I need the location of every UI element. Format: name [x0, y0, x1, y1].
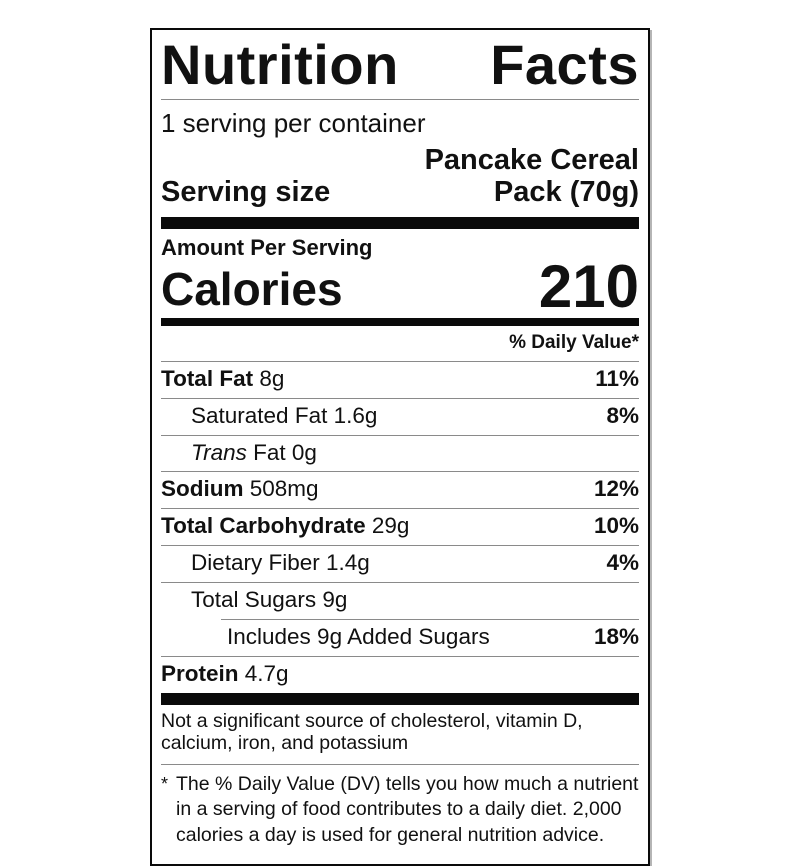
nutrient-name: Trans Fat 0g [161, 440, 629, 466]
servings-per-container: 1 serving per container [161, 107, 426, 138]
serving-size-value: Pancake Cereal Pack (70g) [424, 143, 639, 208]
nutrient-daily-value: 18% [593, 624, 639, 650]
nutrient-name-segment: Dietary Fiber 1.4g [191, 550, 370, 576]
footnote-text: The % Daily Value (DV) tells you how muc… [176, 772, 639, 846]
nutrient-name-segment: Total Fat [161, 365, 254, 391]
nutrient-name: Protein 4.7g [161, 661, 629, 687]
calories-value: 210 [538, 252, 639, 320]
label-title-word: Facts [490, 33, 639, 96]
serving-size-row: Serving size Pancake Cereal Pack (70g) [161, 141, 639, 217]
nutrient-row: Protein 4.7g [161, 656, 639, 693]
nutrient-name-segment: Trans [191, 439, 247, 465]
nutrient-name: Dietary Fiber 1.4g [161, 550, 596, 576]
nutrient-name: Total Fat 8g [161, 366, 585, 392]
serving-size-label: Serving size [161, 175, 331, 208]
calories-label: Calories [161, 262, 343, 315]
nutrient-name-segment: Protein [161, 661, 239, 687]
nutrient-name-segment: Saturated Fat 1.6g [191, 402, 378, 428]
nutrient-row: Total Sugars 9g [161, 582, 639, 619]
label-title: Nutrition Facts [161, 34, 639, 100]
nutrient-name-segment: 4.7g [238, 661, 289, 687]
nutrient-name: Total Sugars 9g [161, 587, 629, 613]
nutrient-daily-value: 8% [606, 402, 639, 428]
nutrient-name-segment: 508mg [243, 476, 319, 502]
label-title-word: Nutrition [161, 33, 399, 96]
nutrient-daily-value: 11% [595, 365, 639, 391]
divider-bar-thick-top [161, 216, 639, 229]
nutrient-name: Sodium 508mg [161, 476, 584, 502]
nutrient-row: Trans Fat 0g [161, 434, 639, 472]
amount-per-serving-label: Amount Per Serving [161, 234, 373, 260]
not-significant-note: Not a significant source of cholesterol,… [161, 705, 639, 765]
nutrient-name-segment: Fat 0g [246, 439, 317, 465]
footnote-asterisk: * [161, 773, 169, 794]
nutrient-name-segment: 29g [365, 513, 410, 539]
nutrient-rows: Total Fat 8g 11% Saturated Fat 1.6g 8% T… [161, 360, 639, 694]
nutrient-name-segment: Total Sugars 9g [191, 587, 348, 613]
nutrient-name-segment: 8g [253, 365, 285, 391]
nutrient-row: Sodium 508mg 12% [161, 471, 639, 508]
nutrient-name-segment: Sodium [161, 476, 244, 502]
daily-value-footnote: * The % Daily Value (DV) tells you how m… [161, 765, 639, 850]
nutrient-daily-value: 4% [606, 550, 639, 576]
divider-bar-thick-bottom [161, 693, 639, 706]
nutrient-row: Total Carbohydrate 29g 10% [161, 508, 639, 545]
nutrient-name: Saturated Fat 1.6g [161, 403, 596, 429]
nutrient-row: Total Fat 8g 11% [161, 360, 639, 398]
nutrient-row: Dietary Fiber 1.4g 4% [161, 545, 639, 582]
nutrient-name: Includes 9g Added Sugars [161, 624, 584, 650]
nutrient-daily-value: 12% [593, 476, 639, 502]
daily-value-header: % Daily Value* [509, 331, 639, 353]
calories-row: Calories 210 [161, 252, 639, 320]
nutrition-facts-label: Nutrition Facts 1 serving per container S… [150, 28, 650, 866]
nutrient-name: Total Carbohydrate 29g [161, 513, 584, 539]
nutrient-row: Includes 9g Added Sugars 18% [161, 619, 639, 656]
nutrient-name-segment: Total Carbohydrate [161, 513, 366, 539]
nutrient-row: Saturated Fat 1.6g 8% [161, 397, 639, 435]
divider-bar-medium [161, 317, 639, 326]
nutrient-name-segment: Includes 9g Added Sugars [227, 624, 490, 650]
nutrient-daily-value: 10% [593, 513, 639, 539]
